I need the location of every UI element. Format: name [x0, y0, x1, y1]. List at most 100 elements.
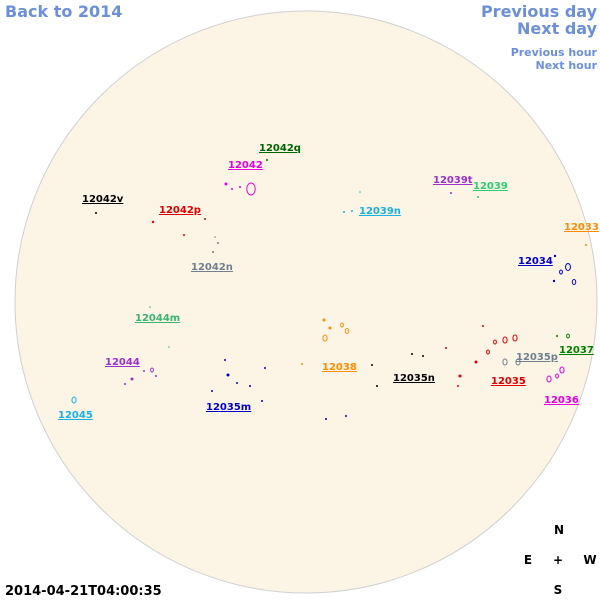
region-spot [322, 334, 328, 342]
region-label[interactable]: 12045 [58, 410, 93, 421]
region-spot [482, 325, 484, 327]
region-spot [149, 306, 151, 308]
region-spot [217, 242, 219, 244]
region-spot [143, 370, 145, 372]
region-spot [565, 263, 571, 271]
region-label[interactable]: 12044m [135, 313, 180, 324]
region-spot [168, 346, 170, 348]
region-spot [328, 326, 332, 330]
compass-south: S [554, 583, 563, 597]
region-spot [340, 322, 344, 328]
region-label[interactable]: 12042n [191, 262, 233, 273]
compass-east: E [524, 553, 532, 567]
solar-disk [14, 10, 598, 594]
region-label[interactable]: 12037 [559, 345, 594, 356]
region-spot [502, 336, 508, 344]
region-spot [371, 364, 373, 366]
region-spot [457, 385, 459, 387]
region-spot [261, 400, 263, 402]
region-label[interactable]: 12042 [228, 160, 263, 171]
region-spot [351, 210, 353, 212]
region-label[interactable]: 12035 [491, 376, 526, 387]
region-spot [553, 254, 557, 258]
region-spot [566, 333, 570, 339]
region-label[interactable]: 12044 [105, 357, 140, 368]
region-spot [231, 188, 233, 190]
region-label[interactable]: 12034 [518, 256, 553, 267]
region-spot [325, 418, 327, 420]
next-day-link[interactable]: Next day [517, 19, 598, 38]
region-spot [552, 279, 556, 283]
region-spot [124, 383, 126, 385]
region-spot [411, 353, 413, 355]
region-spot [546, 375, 552, 383]
region-spot [486, 349, 490, 355]
region-label[interactable]: 12035n [393, 373, 435, 384]
region-spot [422, 355, 424, 357]
region-spot [246, 182, 256, 196]
region-spot [474, 360, 478, 364]
region-label[interactable]: 12033 [564, 222, 599, 233]
region-spot [130, 377, 134, 381]
region-spot [226, 373, 230, 377]
previous-day-link[interactable]: Previous day [481, 2, 598, 21]
region-label[interactable]: 12035m [206, 402, 251, 413]
region-spot [559, 269, 563, 275]
region-spot [502, 358, 508, 366]
region-spot [571, 279, 577, 285]
region-spot [512, 334, 518, 342]
region-label[interactable]: 12039t [433, 175, 473, 186]
region-spot [239, 186, 241, 188]
back-link[interactable]: Back to 2014 [5, 2, 122, 21]
region-label[interactable]: 12038 [322, 362, 357, 373]
compass-north: N [554, 523, 564, 537]
region-spot [555, 373, 559, 379]
region-spot [458, 374, 462, 378]
region-spot [95, 212, 97, 214]
region-spot [212, 251, 214, 253]
region-label[interactable]: 12039n [359, 206, 401, 217]
region-spot [211, 390, 213, 392]
region-spot [344, 328, 350, 334]
region-spot [556, 335, 558, 337]
region-spot [71, 396, 77, 404]
compass-center: + [553, 553, 563, 567]
region-spot [183, 234, 185, 236]
region-label[interactable]: 12035p [516, 352, 558, 363]
region-label[interactable]: 12042q [259, 143, 301, 154]
compass-west: W [583, 553, 596, 567]
region-spot [150, 367, 154, 373]
region-spot [343, 211, 345, 213]
region-spot [345, 415, 347, 417]
region-spot [477, 196, 479, 198]
region-spot [301, 363, 303, 365]
region-spot [450, 192, 452, 194]
region-spot [266, 159, 268, 161]
region-spot [151, 220, 155, 224]
region-label[interactable]: 12042v [82, 194, 124, 205]
region-spot [264, 367, 266, 369]
region-label[interactable]: 12036 [544, 395, 579, 406]
region-spot [224, 359, 226, 361]
region-spot [214, 236, 216, 238]
region-spot [249, 385, 251, 387]
region-spot [155, 375, 157, 377]
region-spot [236, 382, 238, 384]
region-spot [445, 347, 447, 349]
region-spot [359, 191, 361, 193]
region-label[interactable]: 12042p [159, 205, 201, 216]
region-spot [376, 385, 378, 387]
region-spot [559, 366, 565, 374]
region-spot [585, 244, 587, 246]
region-spot [224, 182, 228, 186]
region-spot [493, 339, 497, 345]
previous-hour-link[interactable]: Previous hour [511, 46, 598, 59]
next-hour-link[interactable]: Next hour [536, 59, 598, 72]
region-label[interactable]: 12039 [473, 181, 508, 192]
region-spot [204, 218, 206, 220]
timestamp: 2014-04-21T04:00:35 [5, 584, 162, 599]
region-spot [515, 358, 521, 366]
region-spot [322, 318, 326, 322]
